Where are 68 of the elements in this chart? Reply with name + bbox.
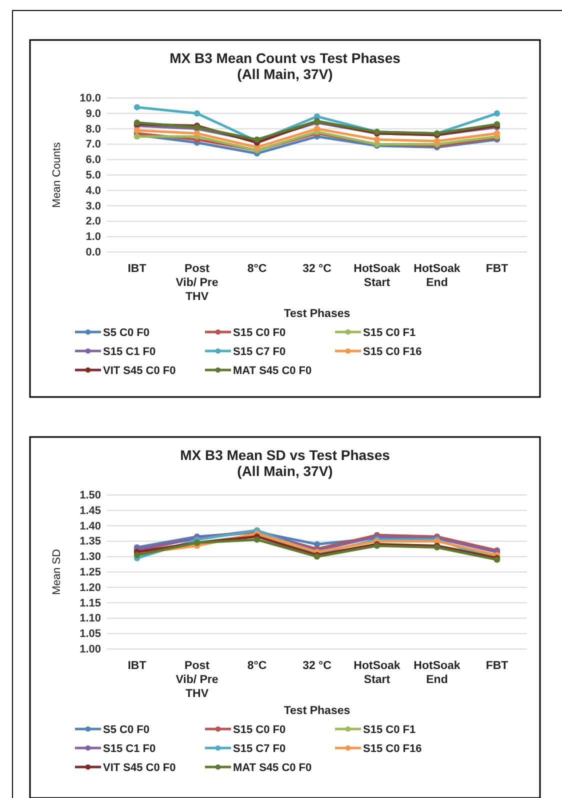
legend-label: S5 C0 F0 (103, 724, 150, 736)
y-tick-label: 1.05 (80, 628, 101, 640)
y-tick-label: 1.35 (80, 536, 101, 548)
y-tick-label: 7.0 (86, 138, 101, 151)
point (194, 130, 200, 137)
y-tick-label: 5.0 (86, 170, 101, 182)
y-tick-label: 1.25 (80, 566, 101, 579)
legend-label: S15 C7 F0 (233, 346, 286, 358)
y-axis-title: Mean Counts (51, 142, 63, 208)
legend-label: VIT S45 C0 F0 (103, 762, 176, 774)
chart-title: MX B3 Mean SD vs Test Phases (All Main, 37V) (180, 447, 390, 479)
y-tick-label: 1.15 (80, 597, 101, 610)
legend-label: S5 C0 F0 (103, 327, 150, 339)
x-tick-label: HotSoak End (414, 263, 461, 289)
legend-label: S15 C0 F16 (363, 743, 422, 755)
x-tick-label: HotSoak End (414, 660, 461, 686)
y-tick-label: 2.0 (86, 216, 101, 228)
y-tick-label: 1.20 (80, 582, 101, 594)
chart-title: MX B3 Mean Count vs Test Phases (All Main, 37V) (170, 50, 401, 82)
x-tick-label: 8°C (247, 263, 267, 275)
legend-label: MAT S45 C0 F0 (233, 762, 312, 774)
point (134, 127, 140, 134)
y-tick-label: 6.0 (86, 154, 101, 166)
x-axis-title: Test Phases (284, 705, 350, 717)
legend-label: S15 C0 F0 (233, 327, 286, 339)
legend-label: VIT S45 C0 F0 (103, 365, 176, 377)
x-tick-label: 8°C (247, 660, 267, 672)
point (374, 136, 380, 143)
point (494, 110, 500, 116)
y-tick-label: 10.0 (80, 92, 101, 105)
x-tick-label: IBT (128, 660, 146, 672)
point (434, 138, 440, 144)
y-tick-label: 9.0 (86, 108, 101, 120)
x-tick-label: FBT (486, 263, 508, 275)
y-tick-label: 1.10 (80, 612, 101, 625)
x-tick-label: HotSoak Start (354, 660, 401, 686)
legend-label: S15 C1 F0 (103, 346, 156, 358)
x-tick-label: Post Vib/ Pre THV (176, 263, 218, 303)
x-tick-label: FBT (486, 660, 508, 672)
legend-label: S15 C0 F0 (233, 724, 286, 736)
y-tick-label: 1.00 (80, 644, 101, 656)
x-tick-label: Post Vib/ Pre THV (176, 660, 218, 700)
y-tick-label: 4.0 (86, 184, 101, 197)
point (194, 110, 200, 116)
point (254, 536, 260, 543)
y-axis-title: Mean SD (51, 549, 63, 595)
y-tick-label: 8.0 (86, 123, 101, 136)
y-tick-label: 1.40 (80, 520, 101, 532)
y-tick-label: 1.50 (80, 490, 101, 502)
legend-label: S15 C0 F1 (363, 327, 416, 339)
y-tick-label: 1.0 (86, 231, 101, 244)
y-tick-label: 1.30 (80, 551, 101, 564)
y-tick-label: 1.45 (80, 504, 101, 517)
x-tick-label: HotSoak Start (354, 263, 401, 289)
y-tick-label: 3.0 (86, 200, 101, 212)
legend-label: S15 C0 F1 (363, 724, 416, 736)
x-tick-label: IBT (128, 263, 146, 275)
y-tick-label: 0.0 (86, 246, 101, 259)
x-tick-label: 32 °C (302, 263, 332, 275)
point (134, 104, 140, 110)
x-tick-label: 32 °C (302, 660, 332, 672)
point (494, 130, 500, 137)
x-axis-title: Test Phases (284, 308, 350, 320)
legend-label: MAT S45 C0 F0 (233, 365, 312, 377)
legend-label: S15 C1 F0 (103, 743, 156, 755)
legend-label: S15 C0 F16 (363, 346, 422, 358)
legend-label: S15 C7 F0 (233, 743, 286, 755)
point (314, 126, 320, 132)
